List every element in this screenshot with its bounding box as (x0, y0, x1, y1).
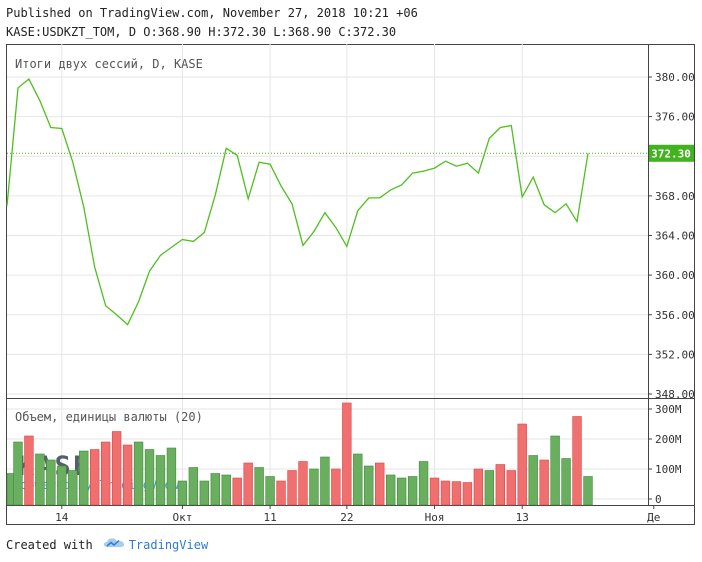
volume-tick-label: 0 (655, 493, 662, 506)
volume-bar (309, 468, 319, 506)
volume-bar (364, 465, 374, 506)
price-tick-label: 352.00 (655, 348, 695, 361)
volume-bar (287, 470, 297, 506)
volume-bar (550, 435, 560, 506)
volume-bar (79, 450, 89, 506)
vertical-grid (61, 44, 523, 505)
volume-bar (232, 477, 242, 506)
price-tick-label: 356.00 (655, 309, 695, 322)
price-tick-label: 360.00 (655, 269, 695, 282)
price-tick-label: 376.00 (655, 111, 695, 124)
volume-bar (506, 470, 516, 506)
price-tick-label: 364.00 (655, 230, 695, 243)
volume-bar (561, 458, 571, 506)
volume-bar (57, 465, 67, 506)
volume-bar (298, 461, 308, 506)
volume-bar (407, 476, 418, 506)
volume-bar (440, 480, 451, 506)
volume-bar (342, 402, 352, 506)
volume-bar (133, 441, 144, 506)
volume-bar (396, 477, 407, 506)
volume-bar (572, 416, 582, 506)
volume-bar (254, 467, 264, 506)
tradingview-brand-text[interactable]: TradingView (128, 537, 209, 552)
last-price-box (649, 144, 694, 162)
volume-bar (210, 473, 220, 506)
horizontal-grid (7, 76, 648, 500)
volume-bar (276, 480, 286, 506)
time-tick-label: 22 (340, 511, 353, 524)
volume-bar (583, 476, 593, 506)
volume-bar (68, 470, 78, 506)
volume-bar (473, 468, 484, 506)
time-tick-label: 14 (55, 511, 69, 524)
volume-bar (221, 474, 231, 506)
volume-bar (90, 449, 100, 506)
volume-bar (528, 455, 538, 506)
volume-bar (177, 480, 188, 506)
chart-frame (6, 44, 695, 525)
volume-pane-title: Объем, единицы валюты (20) (15, 410, 203, 424)
price-series (6, 77, 648, 326)
volume-bar (35, 453, 45, 506)
last-price-label: 372.30 (651, 147, 691, 160)
published-line: Published on TradingView.com, November 2… (6, 6, 418, 20)
price-tick-label: 368.00 (655, 190, 695, 203)
volume-bar (517, 423, 527, 506)
created-with-text: Created with (6, 537, 93, 552)
volume-axis-ticks: 300M 200M 100M 0 (648, 403, 682, 506)
volume-bar (122, 444, 133, 506)
volume-bar (155, 455, 166, 506)
volume-bar (243, 462, 253, 506)
volume-bar (495, 464, 505, 506)
last-price-marker: 372.30 (649, 144, 694, 162)
price-tick-label: 348.00 (655, 388, 695, 401)
volume-bar (265, 476, 275, 506)
volume-bar (199, 480, 210, 506)
price-tick-label: 380.00 (655, 71, 695, 84)
volume-bar (451, 481, 462, 506)
symbol-ohlc-line: KASE:USDKZT_TOM, D O:368.90 H:372.30 L:3… (6, 25, 397, 39)
volume-series (6, 402, 593, 506)
footer: Created with TradingView (6, 537, 208, 552)
price-pane-title: Итоги двух сессий, D, KASE (15, 57, 203, 71)
time-tick-label: 11 (263, 511, 276, 524)
volume-bar (13, 441, 23, 506)
volume-bar (166, 447, 177, 506)
volume-bar (375, 462, 385, 506)
volume-bar (320, 456, 330, 506)
volume-bar (539, 459, 549, 506)
volume-bar (144, 449, 155, 506)
volume-bar (100, 441, 111, 506)
volume-tick-label: 100M (655, 463, 682, 476)
volume-tick-label: 300M (655, 403, 682, 416)
volume-bar (331, 468, 341, 506)
price-axis-ticks: 380.00376.00372.00368.00364.00360.00356.… (648, 71, 695, 401)
volume-bar (111, 431, 122, 506)
tradingview-cloud-icon (103, 537, 125, 552)
volume-bar (429, 477, 440, 506)
time-tick-label: 13 (516, 511, 529, 524)
volume-bar (484, 470, 495, 506)
volume-bar (46, 459, 56, 506)
volume-bar (418, 461, 429, 506)
time-axis-ticks: 14 Окт 11 22 Ноя 13 Де (55, 505, 660, 524)
price-line (6, 77, 589, 326)
time-tick-label: Ноя (425, 511, 445, 524)
volume-bar (24, 435, 34, 506)
volume-bar (385, 474, 396, 506)
volume-bar (188, 467, 199, 506)
volume-bar (462, 482, 473, 506)
time-tick-label: Де (647, 511, 660, 524)
time-tick-label: Окт (172, 511, 192, 524)
volume-bar (353, 453, 363, 506)
volume-tick-label: 200M (655, 433, 682, 446)
